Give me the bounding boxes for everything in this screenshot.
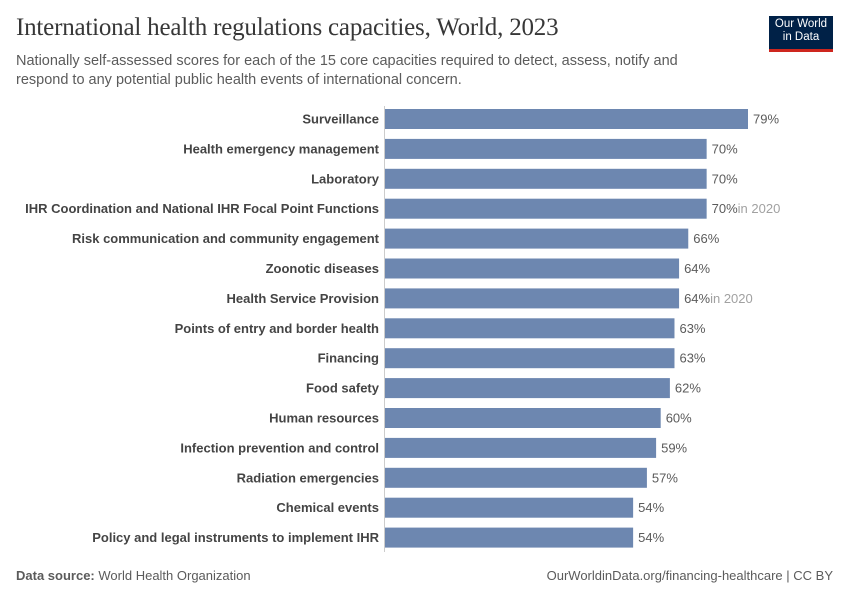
data-source: Data source: World Health Organization (16, 568, 251, 583)
chart-subtitle: Nationally self-assessed scores for each… (16, 53, 678, 88)
year-annotation: in 2020 (738, 201, 781, 216)
bar[interactable] (385, 497, 634, 518)
bar[interactable] (385, 258, 680, 279)
value-label: 63% (679, 351, 705, 366)
value-label: 62% (675, 381, 701, 396)
value-label: 57% (652, 470, 678, 485)
logo-line1: Our World (774, 18, 828, 30)
value-label: 60% (666, 411, 692, 426)
category-label: Radiation emergencies (237, 470, 379, 485)
bar[interactable] (385, 527, 634, 548)
footer-link[interactable]: OurWorldinData.org/financing-healthcare … (546, 568, 833, 583)
category-label: Zoonotic diseases (266, 261, 379, 276)
category-label: Food safety (306, 381, 380, 396)
value-label: 70% (712, 141, 738, 156)
source-value[interactable]: World Health Organization (98, 568, 251, 583)
bar[interactable] (385, 228, 689, 249)
bar[interactable] (385, 408, 661, 428)
category-label: Policy and legal instruments to implemen… (92, 530, 379, 545)
owid-logo[interactable]: Our World in Data (769, 16, 833, 52)
bar[interactable] (385, 348, 675, 369)
value-label: 59% (661, 440, 687, 455)
bar[interactable] (385, 467, 647, 488)
category-label: Chemical events (276, 500, 379, 515)
source-label: Data source: (16, 568, 95, 583)
bar[interactable] (385, 138, 707, 159)
category-label: Infection prevention and control (180, 440, 379, 455)
logo-line2: in Data (782, 31, 820, 43)
value-label: 54% (638, 500, 664, 515)
value-label: 64%in 2020 (684, 291, 753, 306)
value-label: 64% (684, 261, 710, 276)
bar[interactable] (385, 198, 707, 219)
category-label: Health Service Provision (227, 291, 380, 306)
value-label: 70%in 2020 (712, 201, 781, 216)
bar[interactable] (385, 437, 657, 458)
bar[interactable] (385, 318, 675, 339)
category-label: IHR Coordination and National IHR Focal … (25, 201, 379, 216)
category-label: Financing (318, 351, 379, 366)
bar[interactable] (385, 378, 670, 399)
bar[interactable] (385, 168, 707, 189)
chart-title: International health regulations capacit… (16, 14, 559, 41)
category-label: Points of entry and border health (175, 321, 379, 336)
value-label: 63% (679, 321, 705, 336)
value-label: 79% (753, 112, 779, 127)
bar[interactable] (385, 288, 680, 309)
category-label: Health emergency management (183, 141, 379, 156)
value-label: 66% (693, 231, 719, 246)
value-label: 54% (638, 530, 664, 545)
category-label: Surveillance (302, 112, 379, 127)
bar[interactable] (385, 109, 748, 129)
category-label: Risk communication and community engagem… (72, 231, 380, 246)
category-label: Laboratory (311, 171, 380, 186)
value-label: 70% (712, 171, 738, 186)
category-label: Human resources (269, 411, 379, 426)
year-annotation: in 2020 (710, 291, 753, 306)
